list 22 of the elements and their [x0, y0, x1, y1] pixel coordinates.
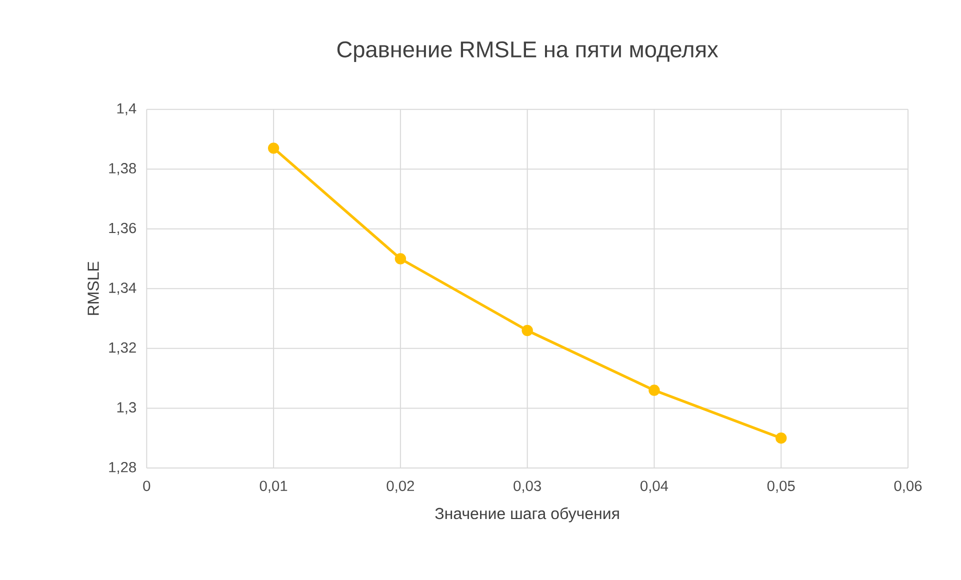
x-axis-title: Значение шага обучения [435, 507, 619, 522]
point [522, 324, 533, 336]
y-tick-label: 1,38 [109, 163, 136, 176]
point [394, 253, 406, 264]
x-tick-label: 0,05 [767, 480, 795, 493]
point [776, 432, 787, 444]
y-tick-label: 1,28 [109, 462, 136, 474]
point [268, 142, 280, 154]
y-tick-label: 1,3 [117, 402, 136, 414]
x-tick-label: 0,02 [386, 480, 414, 493]
x-tick-label: 0,01 [260, 480, 288, 493]
x-tick-label: 0 [143, 480, 150, 492]
x-tick-label: 0,06 [894, 480, 922, 493]
y-tick-label: 1,34 [109, 282, 136, 295]
chart-title: Сравнение RMSLE на пяти моделях [337, 41, 718, 62]
y-tick-label: 1,4 [117, 103, 136, 116]
y-axis-title: RMSLE [88, 262, 99, 315]
y-tick-label: 1,32 [109, 342, 136, 354]
x-tick-label: 0,03 [514, 480, 541, 493]
x-tick-label: 0,04 [640, 480, 668, 493]
point [648, 384, 660, 396]
y-tick-label: 1,36 [109, 222, 136, 235]
